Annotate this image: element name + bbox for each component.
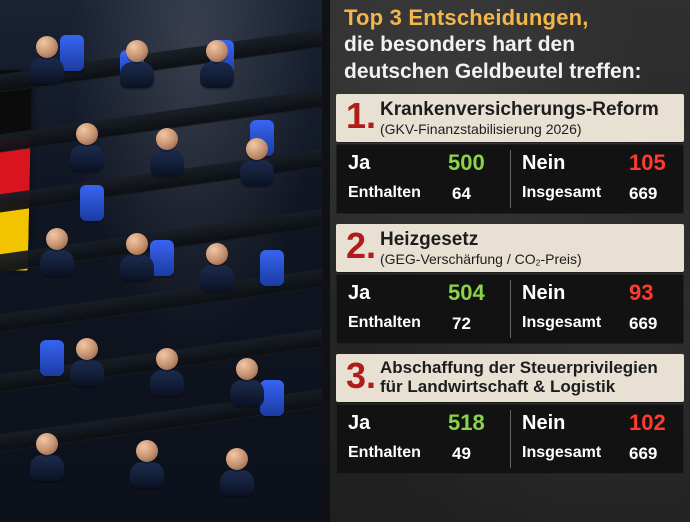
- delegate-suit: [150, 370, 184, 396]
- decision-1-title: Krankenversicherungs-Reform: [380, 99, 659, 120]
- total-votes: 669: [629, 314, 658, 333]
- yes-votes: 518: [448, 410, 485, 435]
- delegate-suit: [30, 58, 64, 84]
- total-label: Insgesamt: [522, 184, 602, 201]
- delegate-head: [126, 233, 148, 255]
- delegate-suit: [120, 255, 154, 281]
- no-votes: 93: [629, 280, 654, 305]
- headline-line-2: die besonders hart den: [344, 33, 576, 57]
- headline-line-3: deutschen Geldbeutel treffen:: [344, 60, 642, 84]
- delegate-head: [226, 448, 248, 470]
- abstain-label: Enthalten: [348, 444, 421, 461]
- delegate-head: [136, 440, 158, 462]
- headline-line-1: Top 3 Entscheidungen,: [344, 5, 589, 30]
- delegate-head: [36, 36, 58, 58]
- total-label: Insgesamt: [522, 444, 602, 461]
- delegate-suit: [240, 160, 274, 186]
- decision-3-header: 3. Abschaffung der Steuerprivilegien für…: [336, 354, 684, 402]
- decision-1-header: 1. Krankenversicherungs-Reform (GKV-Fina…: [336, 94, 684, 142]
- decision-2-subtitle: (GEG-Verschärfung / CO2-Preis): [380, 251, 582, 268]
- decision-3-title-line-1: Abschaffung der Steuerprivilegien: [380, 358, 658, 377]
- decision-1-number: 1.: [346, 95, 377, 136]
- abstain-votes: 64: [452, 184, 471, 203]
- decision-2-number: 2.: [346, 225, 377, 266]
- yes-label: Ja: [348, 152, 371, 174]
- decision-2-subtitle-prefix: (GEG-Verschärfung / CO: [380, 251, 536, 267]
- delegate-head: [206, 40, 228, 62]
- delegate-suit: [220, 470, 254, 496]
- decision-2: 2. Heizgesetz (GEG-Verschärfung / CO2-Pr…: [336, 224, 684, 344]
- blue-chair: [80, 185, 104, 221]
- delegate-suit: [120, 62, 154, 88]
- abstain-votes: 49: [452, 444, 471, 463]
- delegate-head: [156, 348, 178, 370]
- delegate-head: [126, 40, 148, 62]
- stats-divider: [510, 280, 511, 338]
- vote-summary-panel: Top 3 Entscheidungen, die besonders hart…: [330, 0, 690, 522]
- blue-chair: [260, 380, 284, 416]
- decision-2-subtitle-suffix: -Preis): [540, 251, 582, 267]
- decision-2-subtitle-subscript: 2: [535, 257, 541, 268]
- abstain-label: Enthalten: [348, 314, 421, 331]
- blue-chair: [260, 250, 284, 286]
- delegate-head: [156, 128, 178, 150]
- parliament-photo: [0, 0, 322, 522]
- stats-divider: [510, 410, 511, 468]
- delegate-suit: [70, 360, 104, 386]
- abstain-votes: 72: [452, 314, 471, 333]
- delegate-suit: [40, 250, 74, 276]
- delegate-suit: [200, 265, 234, 291]
- decision-3-title: Abschaffung der Steuerprivilegien für La…: [380, 358, 658, 396]
- delegate-suit: [30, 455, 64, 481]
- no-label: Nein: [522, 152, 566, 174]
- no-label: Nein: [522, 282, 566, 304]
- german-flag: [0, 70, 32, 271]
- delegate-suit: [200, 62, 234, 88]
- stats-divider: [510, 150, 511, 208]
- delegate-head: [236, 358, 258, 380]
- decision-2-title: Heizgesetz: [380, 229, 479, 250]
- total-label: Insgesamt: [522, 314, 602, 331]
- delegate-suit: [150, 150, 184, 176]
- delegate-head: [36, 433, 58, 455]
- decision-2-stats: Ja 504 Nein 93 Enthalten 72 Insgesamt 66…: [336, 274, 684, 344]
- decision-3-title-line-2: für Landwirtschaft & Logistik: [380, 377, 616, 397]
- decision-1-subtitle: (GKV-Finanzstabilisierung 2026): [380, 121, 582, 137]
- headline: Top 3 Entscheidungen, die besonders hart…: [344, 6, 676, 83]
- yes-votes: 500: [448, 150, 485, 175]
- blue-chair: [150, 240, 174, 276]
- yes-label: Ja: [348, 412, 371, 434]
- decision-3-stats: Ja 518 Nein 102 Enthalten 49 Insgesamt 6…: [336, 404, 684, 474]
- delegate-head: [246, 138, 268, 160]
- blue-chair: [60, 35, 84, 71]
- yes-votes: 504: [448, 280, 485, 305]
- no-label: Nein: [522, 412, 566, 434]
- no-votes: 102: [629, 410, 666, 435]
- abstain-label: Enthalten: [348, 184, 421, 201]
- delegate-head: [46, 228, 68, 250]
- no-votes: 105: [629, 150, 666, 175]
- decision-3-number: 3.: [346, 355, 377, 396]
- total-votes: 669: [629, 184, 658, 203]
- blue-chair: [40, 340, 64, 376]
- delegate-suit: [230, 380, 264, 406]
- yes-label: Ja: [348, 282, 371, 304]
- decision-2-header: 2. Heizgesetz (GEG-Verschärfung / CO2-Pr…: [336, 224, 684, 272]
- delegate-head: [76, 338, 98, 360]
- decision-1-stats: Ja 500 Nein 105 Enthalten 64 Insgesamt 6…: [336, 144, 684, 214]
- decision-1: 1. Krankenversicherungs-Reform (GKV-Fina…: [336, 94, 684, 214]
- total-votes: 669: [629, 444, 658, 463]
- decision-3: 3. Abschaffung der Steuerprivilegien für…: [336, 354, 684, 474]
- delegate-head: [206, 243, 228, 265]
- delegate-head: [76, 123, 98, 145]
- delegate-suit: [130, 462, 164, 488]
- delegate-suit: [70, 145, 104, 171]
